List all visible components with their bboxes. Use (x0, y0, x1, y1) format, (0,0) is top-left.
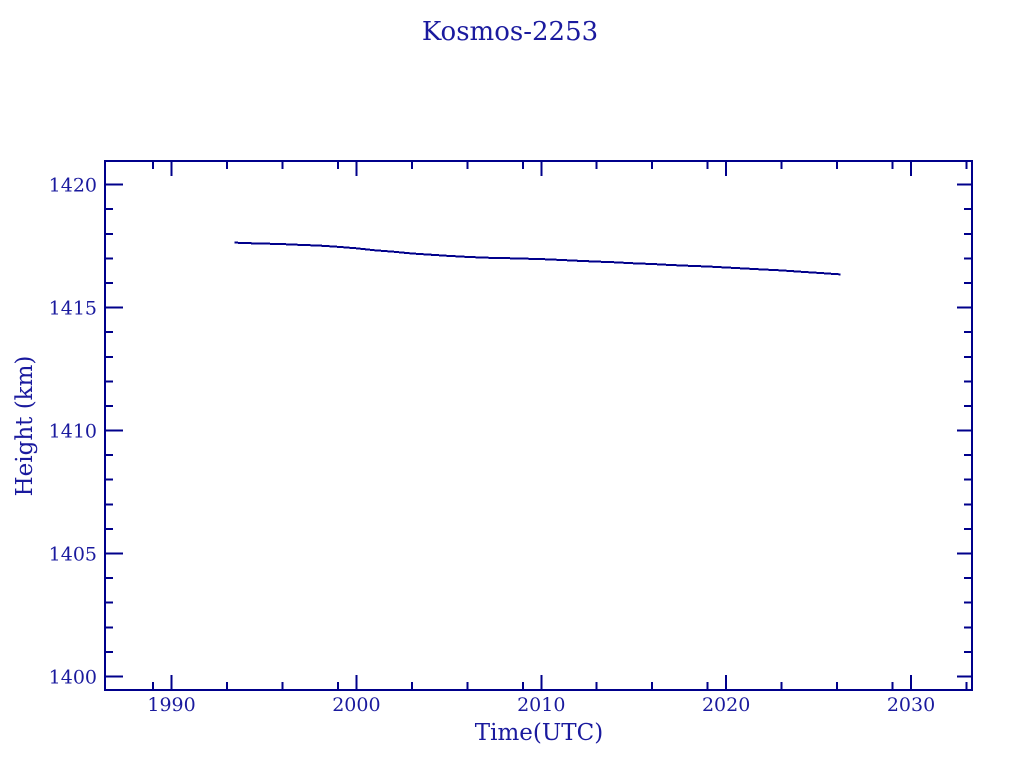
y-axis-label: Height (km) (12, 356, 38, 497)
x-tick-label: 2030 (887, 694, 935, 716)
x-tick-label: 2000 (332, 694, 380, 716)
y-tick-label: 1420 (49, 175, 97, 197)
x-tick-label: 2010 (517, 694, 565, 716)
y-tick-label: 1415 (49, 298, 97, 320)
y-tick-label: 1400 (49, 666, 97, 688)
chart-title: Kosmos-2253 (422, 17, 598, 47)
tick-labels: 1990 2000 2010 2020 2030 1400 1405 1410 1415 1420 (49, 175, 936, 716)
plot-box (104, 160, 973, 691)
y-tick-label: 1405 (49, 544, 97, 566)
plot-frame (104, 160, 973, 691)
x-tick-label: 2020 (702, 694, 750, 716)
y-tick-label: 1410 (49, 421, 97, 443)
height-data-line (234, 241, 841, 276)
x-axis-label: Time(UTC) (475, 720, 603, 746)
x-tick-label: 1990 (147, 694, 195, 716)
data-series (234, 241, 841, 276)
